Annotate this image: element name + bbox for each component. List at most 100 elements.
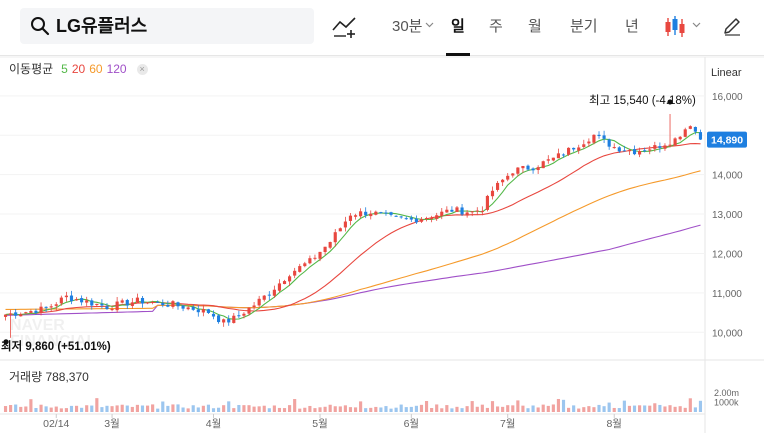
volume-bar [485,407,489,412]
volume-bar [384,406,388,412]
candle-body [577,147,581,151]
scale-mode-label[interactable]: Linear [711,67,742,79]
search-query[interactable]: LG유플러스 [56,16,148,36]
volume-bar [74,405,79,412]
candle-body [683,129,687,137]
tab-period-1[interactable]: 일 [451,18,465,35]
candle-body [369,213,373,217]
active-tab-indicator [446,53,470,56]
pen-draw-icon[interactable] [722,16,742,36]
volume-bar [201,405,205,412]
candle-body [272,289,276,296]
tab-period-2[interactable]: 주 [489,18,503,35]
candle-body [394,215,398,217]
stock-search-box[interactable]: LG유플러스 [20,8,314,44]
candle-body [617,147,621,152]
volume-bar [115,405,119,412]
candle-body [217,315,221,323]
candle-body [206,309,211,313]
tab-period-0[interactable]: 30분 [392,18,423,35]
volume-bar [313,408,317,412]
ma20-line [5,143,701,316]
candle-body [435,215,439,219]
candle-body [328,242,332,248]
current-price-label: 14,890 [711,135,743,147]
volume-bar [455,406,459,412]
candle-body [343,221,347,228]
volume-bar [29,399,33,412]
volume-bar [688,398,692,412]
candle-body [54,304,58,306]
candle-body [673,138,677,146]
volume-bar [440,408,444,412]
volume-bar [69,405,74,412]
chart-toolbar: LG유플러스 30분 일 주 월 분기 년 [0,0,764,56]
candle-body [430,218,434,219]
candle-body [303,263,307,267]
candle-body [348,215,353,221]
volume-bar [343,405,347,412]
candle-body [313,257,317,259]
volume-bar [171,404,175,412]
candle-body [151,301,155,303]
candlestick-type-icon[interactable] [664,15,686,39]
candle-body [364,211,368,216]
volume-bar [277,407,282,412]
volume-bar [64,408,68,412]
chevron-down-icon[interactable] [425,22,434,28]
candle-body [501,179,505,183]
candle-body [399,216,403,218]
volume-bar [196,407,200,412]
candle-body [526,165,530,170]
candle-body [176,302,180,307]
candle-body [409,217,413,220]
candle-body [222,319,226,323]
candle-body [242,313,246,316]
candle-body [247,307,251,314]
volume-bar [59,408,63,412]
candle-body [252,305,256,308]
volume-bar [465,406,469,412]
candle-body [39,306,43,313]
volume-bar [85,405,89,412]
candle-body [181,305,185,309]
candle-body [506,175,510,180]
volume-bar [551,404,555,412]
volume-bar [663,406,667,412]
tab-period-4[interactable]: 분기 [570,18,598,35]
high-marker [667,99,673,105]
volume-bar [693,407,697,412]
volume-bar [54,406,58,412]
volume-bar [34,408,38,412]
volume-bar [176,404,180,412]
volume-bar [95,398,99,412]
tab-period-3[interactable]: 월 [528,18,542,35]
candle-body [414,218,418,223]
tab-period-5[interactable]: 년 [625,18,639,35]
x-tick-label: 02/14 [43,418,69,430]
volume-bar [414,405,418,412]
volume-bar [242,405,246,412]
candle-body [359,211,363,217]
volume-bar [359,401,363,412]
volume-bar [161,401,165,412]
close-icon[interactable]: × [136,64,148,76]
volume-bar [166,405,170,412]
candle-body [561,154,566,156]
compare-chart-icon[interactable] [332,16,358,38]
volume-bar [369,407,373,412]
y-tick-label: 12,000 [712,249,743,260]
low-annotation: 최저 9,860 (+51.01%) [1,339,111,353]
volume-bar [536,407,540,412]
candle-body [460,207,464,215]
chevron-down-icon[interactable] [692,22,701,28]
x-tick-label: 3월 [104,418,120,430]
volume-bar [698,400,703,412]
volume-bar [217,407,221,412]
volume-bar [668,405,672,412]
candle-body [125,299,129,306]
x-tick-label: 4월 [206,418,222,430]
volume-bar [622,400,626,412]
ma-legend-label: 이동평균 [9,62,54,76]
